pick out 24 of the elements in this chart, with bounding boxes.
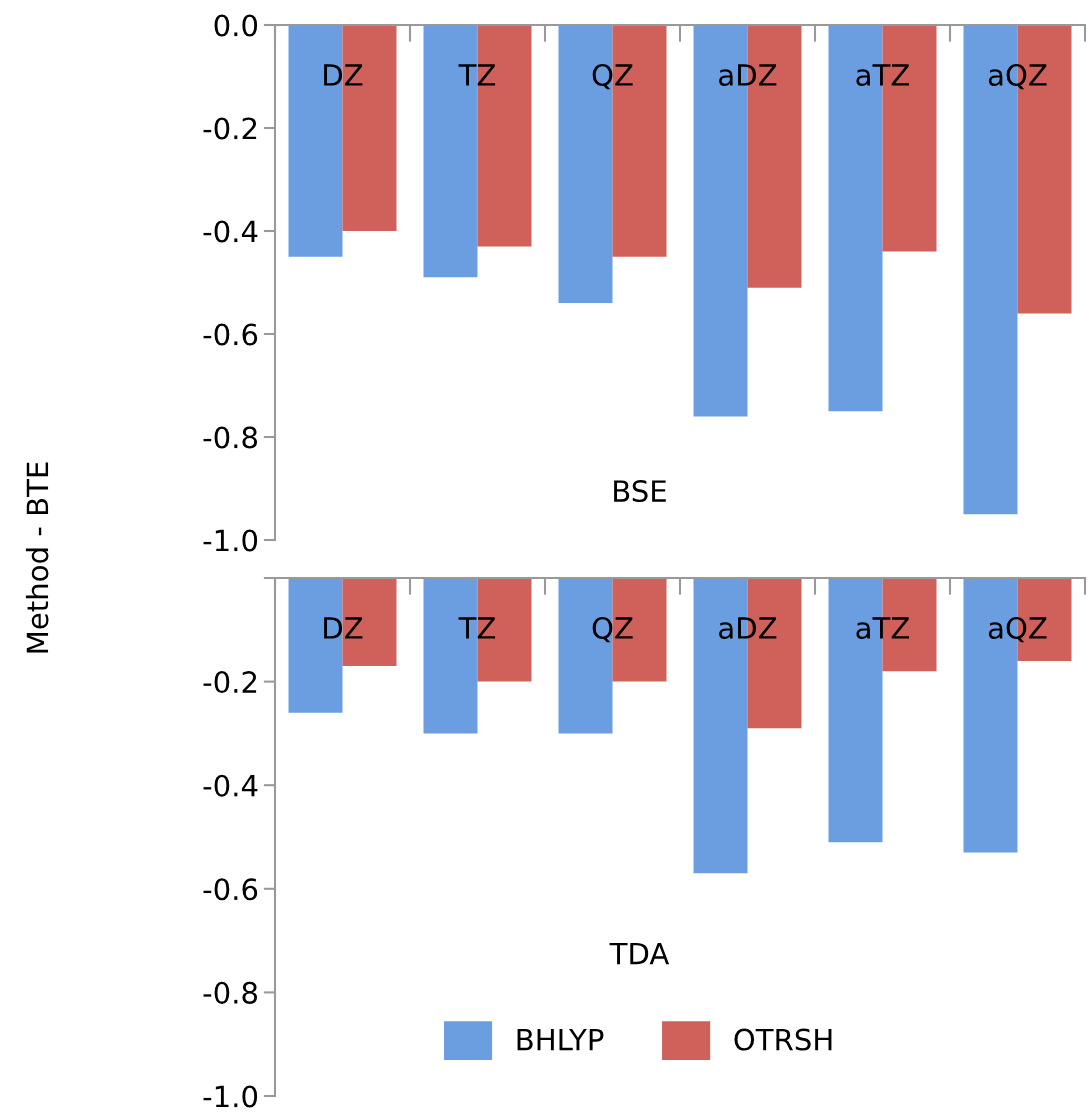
y-tick-label: -0.8 — [203, 426, 258, 449]
x-tick-label: aDZ — [719, 64, 777, 87]
x-tick-label: aDZ — [719, 617, 777, 640]
annotation: BSE — [614, 480, 666, 503]
y-tick-label: 0.0 — [214, 14, 258, 37]
legend-label: BHLYP — [517, 1028, 604, 1051]
x-tick-label: QZ — [592, 616, 633, 643]
y-tick-label: -0.2 — [203, 671, 257, 694]
x-tick-label: aTZ — [856, 64, 910, 87]
y-tick-label: -0.6 — [203, 323, 258, 346]
x-tick-label: aTZ — [856, 617, 910, 640]
x-tick-label: aQZ — [988, 63, 1047, 90]
y-tick-label: -1.0 — [203, 529, 258, 552]
y-tick-label: -0.8 — [203, 981, 258, 1004]
x-tick-label: aQZ — [988, 616, 1047, 643]
y-tick-label: -1.0 — [203, 1085, 258, 1108]
y-tick-label: -0.4 — [203, 220, 258, 243]
y-tick-label: -0.2 — [203, 117, 257, 140]
annotation: TDA — [609, 942, 670, 965]
y-tick-label: -0.6 — [203, 878, 258, 901]
y-axis-title: Method - BTE — [25, 462, 49, 653]
legend-label: OTRSH — [734, 1028, 832, 1051]
x-tick-label: QZ — [592, 63, 633, 90]
y-tick-label: -0.4 — [203, 774, 258, 797]
